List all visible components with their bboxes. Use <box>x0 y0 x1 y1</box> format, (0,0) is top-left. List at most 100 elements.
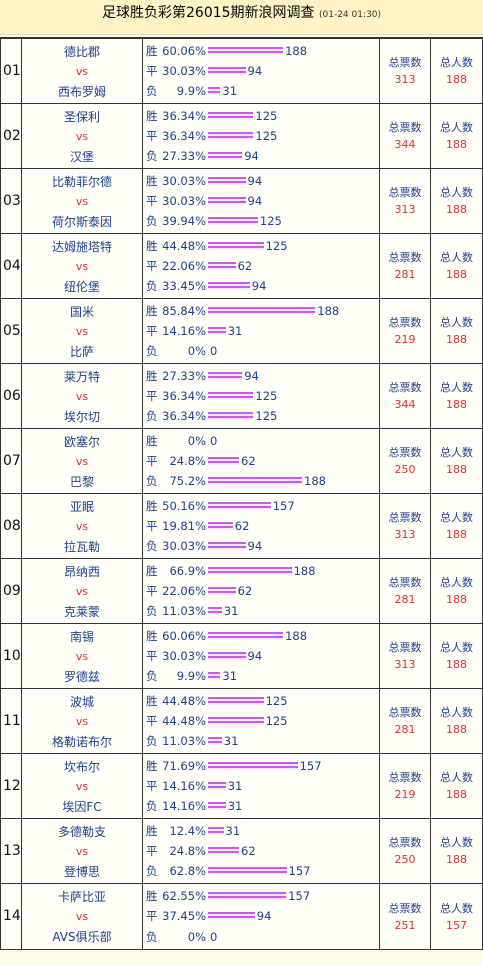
percent-bar <box>208 372 243 380</box>
outcome-label: 平 <box>146 64 158 78</box>
outcome-label: 胜 <box>146 44 158 58</box>
percent-bar <box>208 457 239 465</box>
home-team-link[interactable]: 欧塞尔 <box>63 434 100 449</box>
percent-bar <box>208 112 254 120</box>
outcome-percent: 30.03% <box>162 64 206 78</box>
match-teams: 达姆施塔特 vs 纽伦堡 <box>22 234 143 298</box>
match-row: 07 欧塞尔 vs 巴黎 胜 0% 0 平 24.8% 62 负 75.2% 1… <box>1 429 482 494</box>
home-team-link[interactable]: 国米 <box>69 304 94 319</box>
away-team-link[interactable]: 埃尔切 <box>63 409 100 424</box>
away-team-link[interactable]: 克莱蒙 <box>63 604 100 619</box>
stat-row-lose: 负 30.03% 94 <box>146 536 379 556</box>
home-team-link[interactable]: 亚眠 <box>69 499 94 514</box>
outcome-count: 94 <box>247 64 263 78</box>
home-team-link[interactable]: 波城 <box>69 694 94 709</box>
vs-label: vs <box>75 129 89 143</box>
home-team-link[interactable]: 达姆施塔特 <box>51 239 112 254</box>
total-people-label: 总人数 <box>440 511 473 524</box>
outcome-label: 胜 <box>146 109 158 123</box>
away-team-link[interactable]: 罗德兹 <box>63 669 100 684</box>
outcome-count: 31 <box>223 604 239 618</box>
percent-bar <box>208 587 236 595</box>
total-people-value: 188 <box>446 593 467 606</box>
outcome-count: 188 <box>285 629 308 643</box>
outcome-label: 胜 <box>146 434 158 448</box>
away-team-link[interactable]: 登博思 <box>63 864 100 879</box>
outcome-count: 94 <box>251 279 267 293</box>
percent-bar <box>208 242 264 250</box>
match-teams: 圣保利 vs 汉堡 <box>22 104 143 168</box>
outcome-percent: 11.03% <box>162 604 206 618</box>
outcome-label: 平 <box>146 194 158 208</box>
match-stats: 胜 0% 0 平 24.8% 62 负 75.2% 188 <box>143 429 380 493</box>
total-people-box: 总人数 188 <box>431 104 482 168</box>
total-people-box: 总人数 188 <box>431 169 482 233</box>
home-team-link[interactable]: 德比郡 <box>63 44 100 59</box>
total-votes-value: 344 <box>394 398 416 411</box>
away-team-link[interactable]: 比萨 <box>69 344 94 359</box>
total-people-label: 总人数 <box>440 446 473 459</box>
outcome-percent: 19.81% <box>162 519 206 533</box>
away-team-link[interactable]: 巴黎 <box>69 474 94 489</box>
match-stats: 胜 36.34% 125 平 36.34% 125 负 27.33% 94 <box>143 104 380 168</box>
percent-bar <box>208 542 246 550</box>
outcome-label: 胜 <box>146 174 158 188</box>
home-team-link[interactable]: 莱万特 <box>63 369 100 384</box>
total-votes-value: 281 <box>394 268 416 281</box>
total-people-label: 总人数 <box>440 836 473 849</box>
outcome-label: 负 <box>146 344 158 358</box>
match-number: 05 <box>1 299 22 363</box>
percent-bar <box>208 327 226 335</box>
home-team-link[interactable]: 圣保利 <box>63 109 100 124</box>
outcome-count: 94 <box>247 539 263 553</box>
away-team-link[interactable]: 纽伦堡 <box>63 279 100 294</box>
total-votes-value: 313 <box>394 73 416 86</box>
home-team-link[interactable]: 卡萨比亚 <box>57 889 106 904</box>
outcome-count: 157 <box>272 499 295 513</box>
total-people-box: 总人数 188 <box>431 754 482 818</box>
outcome-count: 31 <box>222 669 238 683</box>
outcome-percent: 36.34% <box>162 109 206 123</box>
outcome-label: 胜 <box>146 889 158 904</box>
away-team-link[interactable]: 埃因FC <box>62 799 102 814</box>
stat-row-lose: 负 75.2% 188 <box>146 471 379 491</box>
stat-row-win: 胜 0% 0 <box>146 431 379 451</box>
home-team-link[interactable]: 比勒菲尔德 <box>51 174 112 189</box>
match-number: 11 <box>1 689 22 753</box>
page-title: 足球胜负彩第26015期新浪网调查 (01-24 01:30) <box>0 0 483 35</box>
home-team-link[interactable]: 昂纳西 <box>63 564 100 579</box>
home-team-link[interactable]: 坎布尔 <box>63 759 100 774</box>
away-team-link[interactable]: 格勒诺布尔 <box>51 734 112 749</box>
home-team-link[interactable]: 多德勒支 <box>57 824 106 839</box>
match-number: 01 <box>1 39 22 103</box>
match-teams: 比勒菲尔德 vs 荷尔斯泰因 <box>22 169 143 233</box>
away-team-link[interactable]: AVS俱乐部 <box>52 930 112 945</box>
match-row: 02 圣保利 vs 汉堡 胜 36.34% 125 平 36.34% 125 负… <box>1 104 482 169</box>
total-people-value: 188 <box>446 138 467 151</box>
away-team-link[interactable]: 汉堡 <box>69 149 94 164</box>
outcome-percent: 50.16% <box>162 499 206 513</box>
total-people-label: 总人数 <box>440 771 473 784</box>
stat-row-lose: 负 14.16% 31 <box>146 796 379 816</box>
total-votes-box: 总票数 313 <box>380 494 431 558</box>
outcome-percent: 30.03% <box>162 194 206 208</box>
outcome-label: 平 <box>146 649 158 663</box>
home-team-link[interactable]: 南锡 <box>69 629 94 644</box>
outcome-label: 胜 <box>146 369 158 383</box>
total-votes-label: 总票数 <box>388 446 422 459</box>
total-people-label: 总人数 <box>440 56 473 69</box>
total-votes-value: 313 <box>394 528 416 541</box>
away-team-link[interactable]: 荷尔斯泰因 <box>51 214 112 229</box>
outcome-percent: 14.16% <box>162 799 206 813</box>
stat-row-draw: 平 24.8% 62 <box>146 451 379 471</box>
total-people-box: 总人数 188 <box>431 299 482 363</box>
vs-label: vs <box>75 649 89 663</box>
total-people-box: 总人数 188 <box>431 429 482 493</box>
total-people-box: 总人数 188 <box>431 559 482 623</box>
total-people-value: 188 <box>446 333 467 346</box>
total-people-label: 总人数 <box>440 121 473 134</box>
stat-row-lose: 负 27.33% 94 <box>146 146 379 166</box>
away-team-link[interactable]: 西布罗姆 <box>57 84 106 99</box>
away-team-link[interactable]: 拉瓦勒 <box>63 539 100 554</box>
match-number: 09 <box>1 559 22 623</box>
